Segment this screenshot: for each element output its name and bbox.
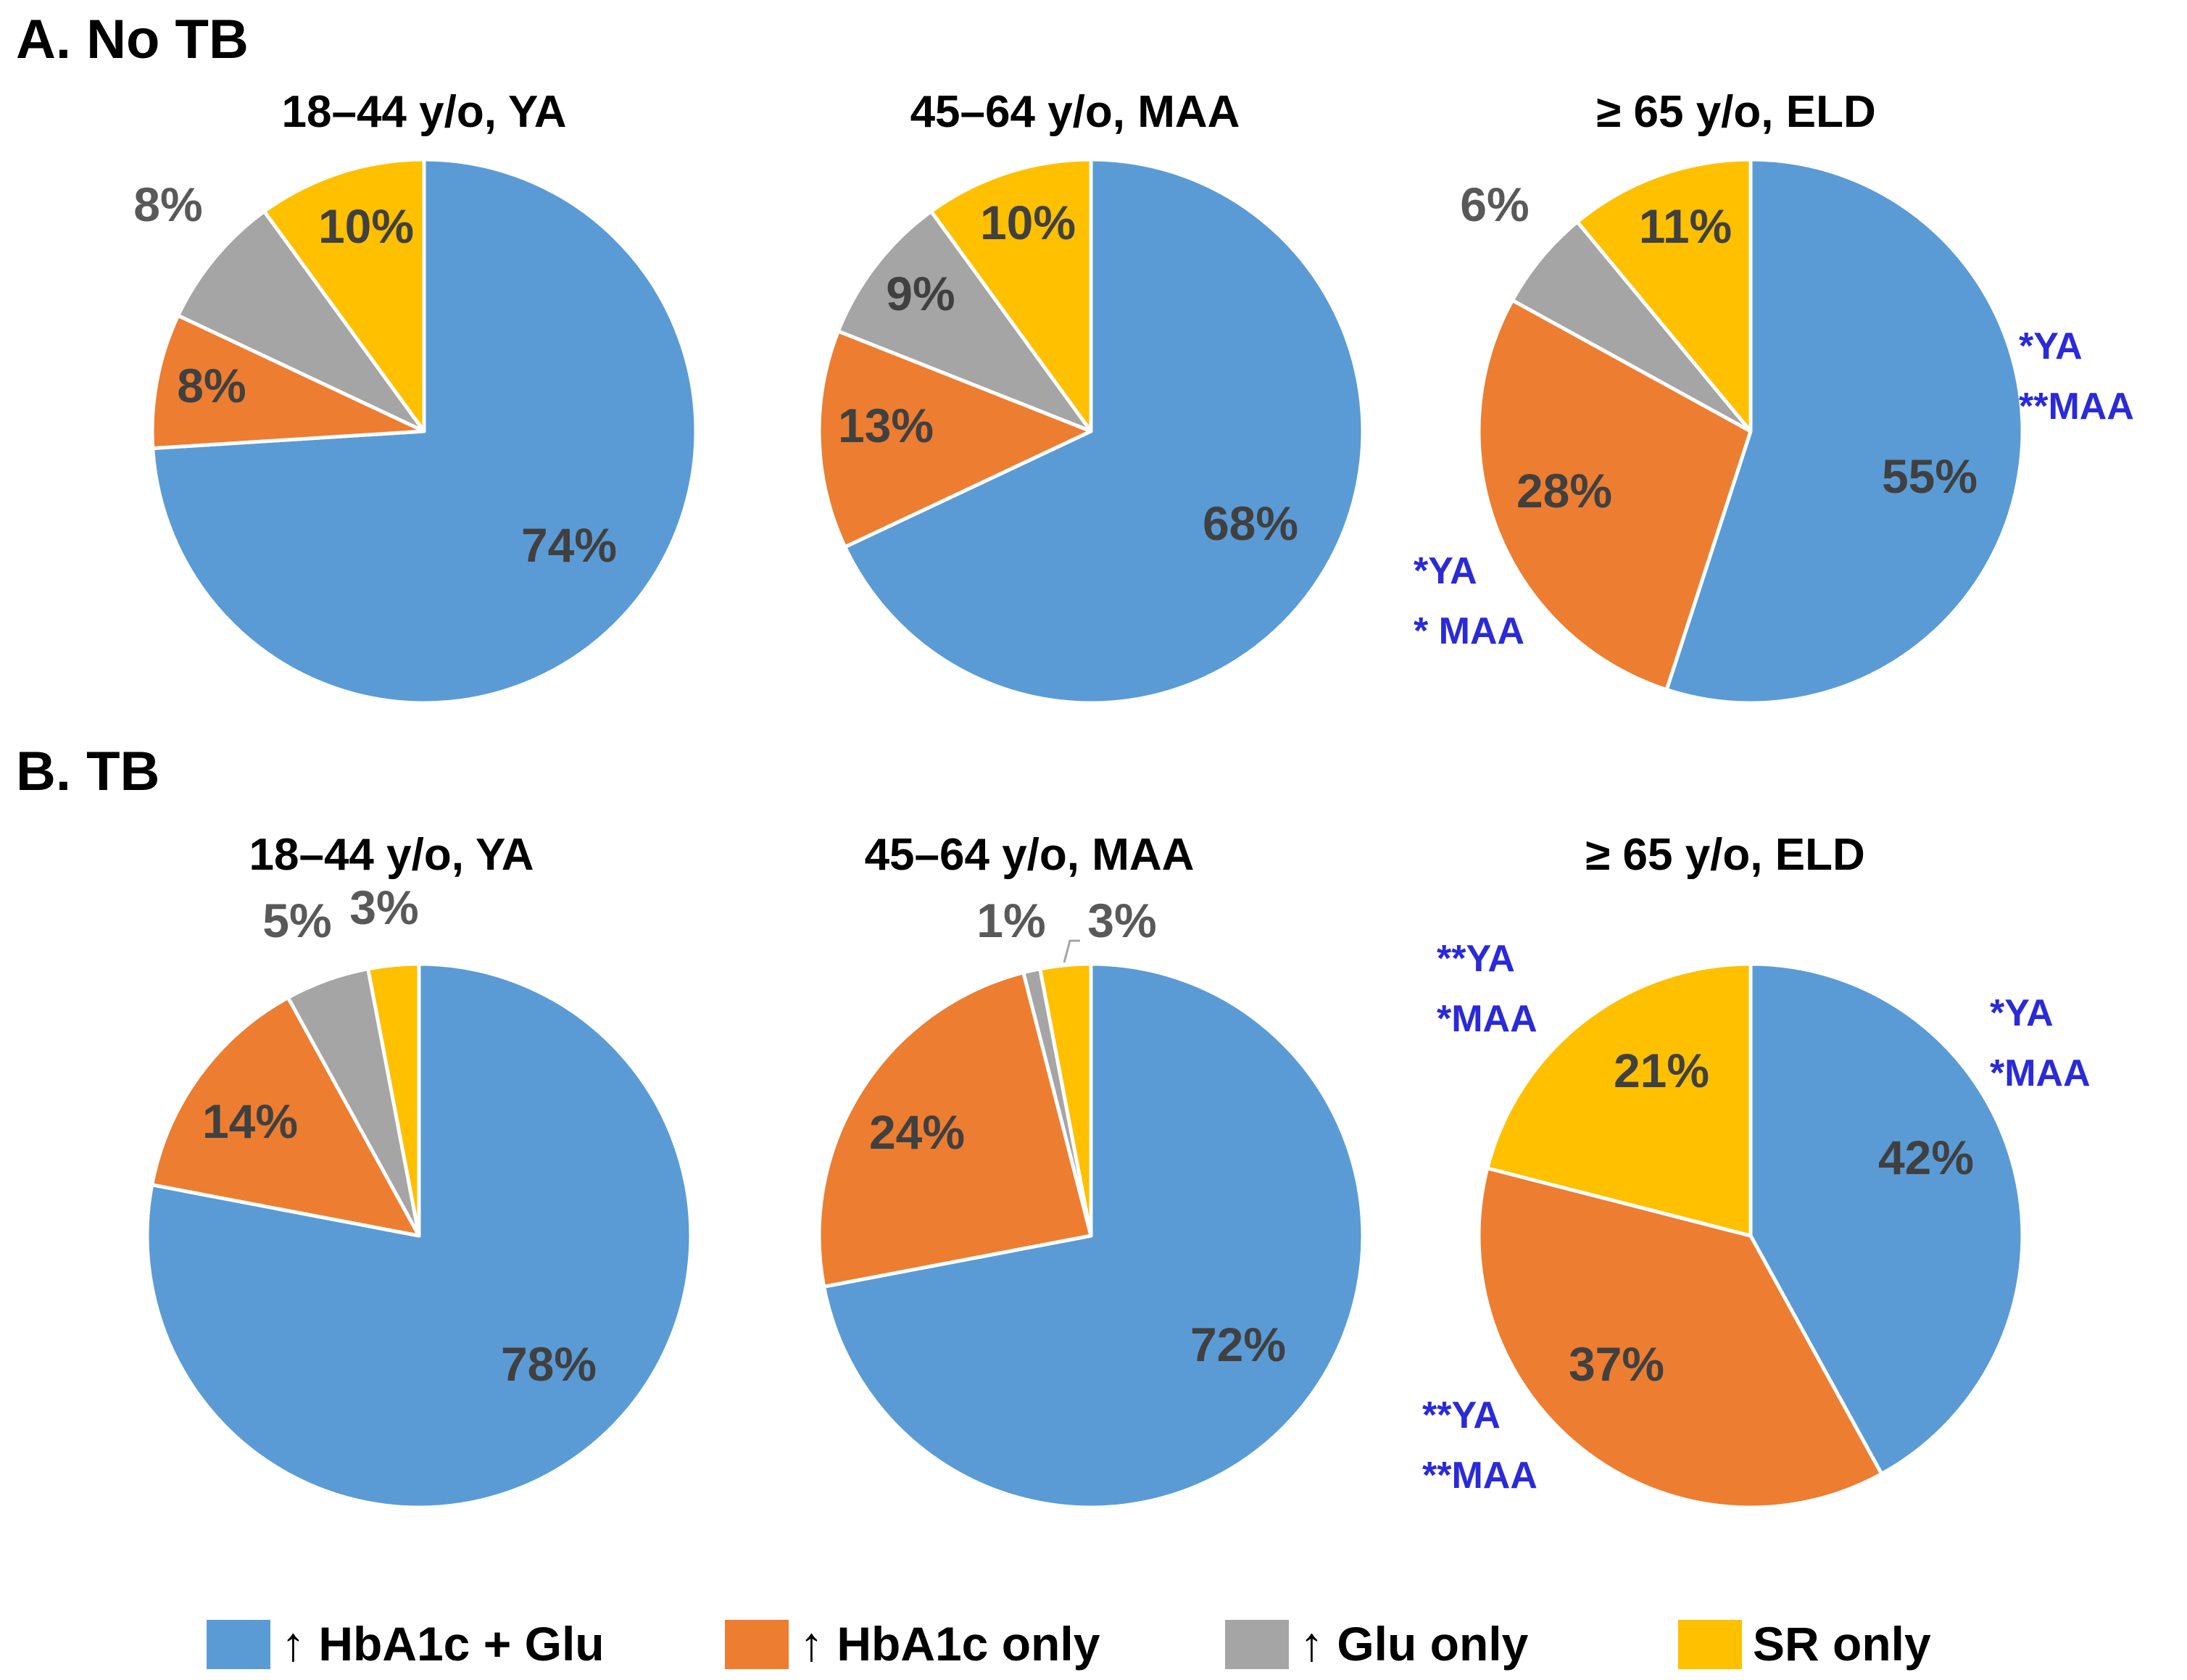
pie-slice-hba1c-only <box>1477 1166 1884 1510</box>
significance-label: *MAA <box>1990 1052 2091 1094</box>
legend-label-hba1c-only: ↑ HbA1c only <box>800 1617 1100 1671</box>
chart-title-a-ya: 18–44 y/o, YA <box>282 87 567 137</box>
data-label-sr-only: 3% <box>1087 894 1156 947</box>
pie-slice-glu-only <box>836 209 1093 433</box>
data-label-sr-only: 11% <box>1639 199 1732 253</box>
pie-slice-hba1c-only <box>817 970 1093 1289</box>
pie-slice-hba1c-only <box>150 313 426 451</box>
data-label-sr-only: 3% <box>349 881 418 934</box>
pie-slice-sr-only <box>1575 157 1753 433</box>
pie-slice-hba1c-glu <box>843 157 1365 705</box>
significance-label: **YA <box>1422 1394 1501 1436</box>
significance-label: * MAA <box>1414 610 1524 652</box>
legend-label-glu-only: ↑ Glu only <box>1300 1617 1529 1671</box>
pie-chart-4: 78% 14% 5% 3% <box>145 881 693 1510</box>
pie-slice-glu-only <box>1510 220 1753 433</box>
data-label-hba1c-glu: 74% <box>521 518 617 572</box>
chart-title-b-maa: 45–64 y/o, MAA <box>865 830 1195 880</box>
chart-title-b-ya: 18–44 y/o, YA <box>249 830 534 880</box>
pie-slice-hba1c-only <box>150 995 421 1238</box>
data-label-sr-only: 21% <box>1614 1044 1709 1097</box>
legend-swatch-hba1c-glu <box>207 1620 270 1669</box>
legend-swatch-hba1c-only <box>725 1620 789 1669</box>
significance-label: *YA <box>1990 992 2054 1034</box>
data-label-hba1c-glu: 42% <box>1878 1131 1974 1184</box>
pie-slice-sr-only <box>1038 962 1093 1238</box>
legend: ↑ HbA1c + Glu ↑ HbA1c only ↑ Glu only SR… <box>207 1617 1931 1671</box>
significance-label: **YA <box>1437 938 1515 980</box>
chart-title-a-eld: ≥ 65 y/o, ELD <box>1596 87 1875 137</box>
pie-slice-glu-only <box>176 209 426 433</box>
pie-slice-sr-only <box>1485 962 1753 1238</box>
legend-label-sr-only: SR only <box>1753 1617 1931 1671</box>
significance-label: **MAA <box>2019 386 2134 428</box>
pie-chart-6: 42% 37% 21% *YA *MAA **YA **MAA **YA *MAA <box>1422 938 2091 1510</box>
pie-slice-hba1c-glu <box>822 962 1365 1510</box>
pie-chart-1: 74% 8% 8% 10% <box>133 157 698 705</box>
significance-label: *YA <box>2019 325 2083 367</box>
pie-slice-hba1c-only <box>817 329 1093 549</box>
data-label-sr-only: 10% <box>318 199 414 253</box>
data-label-hba1c-only: 37% <box>1569 1337 1664 1391</box>
data-label-glu-only: 9% <box>886 267 955 320</box>
data-label-hba1c-only: 14% <box>202 1094 298 1148</box>
data-label-glu-only: 8% <box>133 178 202 231</box>
pie-chart-5: 72% 24% 1% 3% <box>817 894 1365 1510</box>
pie-chart-2: 68% 13% 9% 10% <box>817 157 1365 705</box>
pie-slice-hba1c-glu <box>1748 962 2025 1476</box>
legend-swatch-sr-only <box>1678 1620 1742 1669</box>
data-label-glu-only: 1% <box>976 894 1045 947</box>
data-label-hba1c-only: 13% <box>838 399 934 452</box>
legend-label-hba1c-glu: ↑ HbA1c + Glu <box>281 1617 605 1671</box>
legend-swatch-glu-only <box>1225 1620 1289 1669</box>
significance-label: *YA <box>1414 550 1477 592</box>
data-label-hba1c-only: 24% <box>869 1105 965 1159</box>
chart-title-b-eld: ≥ 65 y/o, ELD <box>1585 830 1864 880</box>
data-label-sr-only: 10% <box>980 196 1076 249</box>
pie-charts-group: 74% 8% 8% 10% 68% 13% 9% 10% 55% 28% 6% 11% *YA **MAA… <box>133 157 2134 1510</box>
significance-label: *MAA <box>1437 998 1537 1040</box>
leader-line <box>1063 939 1080 963</box>
pie-slice-sr-only <box>366 962 421 1238</box>
pie-chart-3: 55% 28% 6% 11% *YA **MAA *YA * MAA <box>1414 157 2134 705</box>
data-label-hba1c-glu: 68% <box>1203 496 1298 550</box>
pie-slice-hba1c-glu <box>1664 157 2025 705</box>
data-label-hba1c-glu: 78% <box>501 1337 597 1391</box>
data-label-glu-only: 5% <box>262 894 331 947</box>
data-label-hba1c-glu: 72% <box>1190 1318 1286 1371</box>
data-label-hba1c-only: 28% <box>1516 464 1612 517</box>
pie-slice-sr-only <box>929 157 1093 433</box>
data-label-hba1c-only: 8% <box>177 359 246 412</box>
section-title-tb: B. TB <box>16 741 159 802</box>
significance-label: **MAA <box>1422 1455 1537 1497</box>
pie-slice-hba1c-only <box>1477 298 1753 692</box>
section-title-no-tb: A. No TB <box>16 9 249 70</box>
pie-slice-sr-only <box>262 157 426 433</box>
data-label-glu-only: 6% <box>1460 178 1529 231</box>
chart-title-a-maa: 45–64 y/o, MAA <box>910 87 1240 137</box>
data-label-hba1c-glu: 55% <box>1882 449 1978 503</box>
